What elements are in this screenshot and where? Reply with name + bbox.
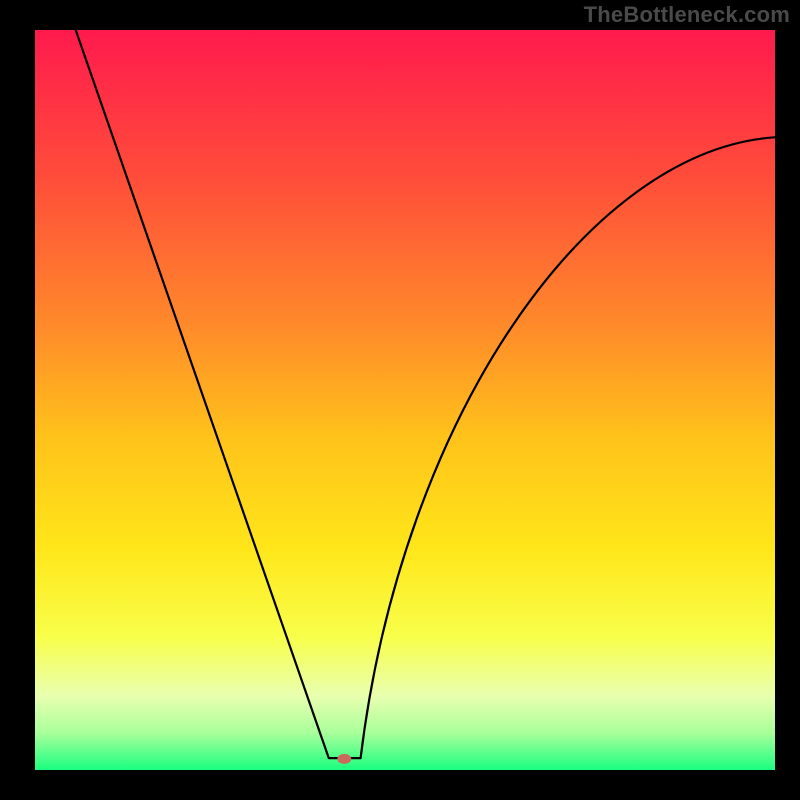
bottleneck-curve-plot: [0, 0, 800, 800]
watermark-text: TheBottleneck.com: [584, 2, 790, 28]
minimum-marker: [337, 754, 351, 764]
chart-stage: TheBottleneck.com: [0, 0, 800, 800]
gradient-background: [35, 30, 775, 770]
